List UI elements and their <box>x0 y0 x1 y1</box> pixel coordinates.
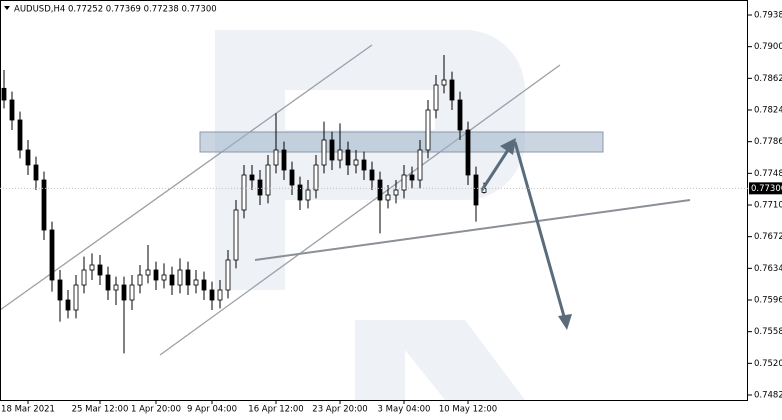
chart-title: AUDUSD,H4 0.77252 0.77369 0.77238 0.7730… <box>14 5 217 15</box>
candle-body <box>361 159 367 171</box>
plot-frame <box>0 0 748 401</box>
candle-body <box>41 179 47 231</box>
title-arrow <box>4 6 10 10</box>
candle-body <box>81 269 87 286</box>
candle-body <box>201 279 207 291</box>
x-tick-label: 16 Apr 12:00 <box>248 405 303 415</box>
candle-body <box>305 189 311 201</box>
candle-body <box>33 164 39 181</box>
candle-body <box>417 149 423 181</box>
candle-body <box>113 284 119 291</box>
candle-body <box>249 174 255 181</box>
candle-body <box>1 87 7 101</box>
candle-body <box>321 139 327 166</box>
x-tick-label: 23 Apr 20:00 <box>312 405 367 415</box>
candle-body <box>129 284 135 301</box>
y-tick-label: 0.74820 <box>754 391 782 401</box>
candle-body <box>385 194 391 201</box>
candle-body <box>457 99 463 131</box>
x-tick-label: 9 Apr 04:00 <box>187 405 237 415</box>
candle-body <box>177 269 183 286</box>
candle-body <box>465 129 471 176</box>
candle-body <box>257 179 263 196</box>
candle-body <box>145 269 151 276</box>
x-tick-label: 1 Apr 20:00 <box>131 405 181 415</box>
candle-body <box>409 174 415 181</box>
candle-body <box>25 149 31 166</box>
candle-body <box>281 149 287 171</box>
candle-body <box>121 284 127 301</box>
candle-body <box>289 169 295 186</box>
x-tick-label: 10 May 12:00 <box>439 405 497 415</box>
candle-body <box>297 184 303 201</box>
candle-body <box>353 159 359 166</box>
candle-body <box>105 274 111 291</box>
resistance-zone <box>199 131 604 153</box>
candle-body <box>393 189 399 196</box>
forecast-arrows <box>480 138 572 330</box>
candle-body <box>97 264 103 276</box>
candle-body <box>313 164 319 191</box>
candle-body <box>233 209 239 261</box>
candle-body <box>241 174 247 211</box>
candle-body <box>329 139 335 161</box>
candle-body <box>169 274 175 286</box>
candle-body <box>265 164 271 196</box>
candle-body <box>473 174 479 206</box>
candle-body <box>217 289 223 301</box>
candle-body <box>193 279 199 286</box>
candle-body <box>49 229 55 281</box>
candle-body <box>17 119 23 151</box>
x-tick-label: 18 Mar 2021 <box>1 405 55 415</box>
candle-body <box>209 289 215 301</box>
candle-body <box>449 79 455 101</box>
x-tick-label: 3 May 04:00 <box>378 405 431 415</box>
candle-body <box>425 109 431 151</box>
candle-body <box>377 179 383 201</box>
candle-body <box>153 269 159 281</box>
candle-body <box>337 149 343 161</box>
candle-body <box>401 174 407 191</box>
candle-body <box>433 84 439 111</box>
candle-body <box>57 279 63 301</box>
candle-body <box>73 284 79 311</box>
candle-body <box>89 264 95 271</box>
plot <box>1 55 487 354</box>
candle-body <box>185 269 191 286</box>
candle-body <box>345 149 351 166</box>
candle-body <box>137 274 143 286</box>
candle-body <box>441 79 447 86</box>
watermark <box>215 30 525 400</box>
trend-lines <box>0 44 691 356</box>
last-price-box <box>749 182 782 195</box>
candle-body <box>161 274 167 281</box>
x-tick-label: 25 Mar 12:00 <box>72 405 129 415</box>
candle-body <box>65 299 71 311</box>
candle-body <box>369 169 375 181</box>
last-price-label: 0.77300 <box>751 184 782 194</box>
candle-body <box>273 149 279 166</box>
candle-body <box>9 99 15 121</box>
candle-body <box>225 259 231 291</box>
